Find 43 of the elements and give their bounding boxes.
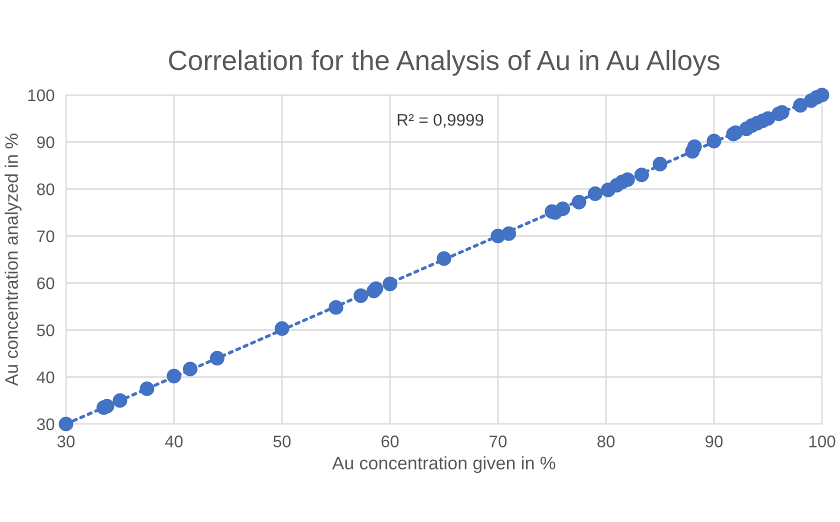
chart-title: Correlation for the Analysis of Au in Au Alloys: [169, 50, 720, 76]
point: [502, 226, 516, 241]
y-tick-label: 90: [37, 136, 54, 148]
y-tick-label: 60: [37, 277, 54, 290]
y-tick-label: 70: [37, 230, 54, 242]
y-tick-label: 50: [37, 324, 54, 336]
x-axis-title: Au concentration given in %: [332, 456, 556, 474]
point: [140, 381, 154, 396]
point: [182, 362, 198, 376]
point: [436, 251, 452, 266]
point: [793, 98, 808, 113]
x-tick-label: 60: [382, 436, 399, 448]
point: [556, 201, 570, 216]
point: [166, 368, 182, 384]
point: [814, 88, 830, 102]
point: [687, 139, 702, 154]
point: [354, 288, 368, 303]
x-tick-label: 100: [809, 436, 836, 448]
annotation: R² = 0,9999: [398, 114, 484, 128]
x-tick-label: 90: [706, 436, 723, 448]
point: [382, 276, 398, 292]
x-tick-label: 40: [165, 436, 183, 448]
point: [634, 168, 649, 182]
y-axis-title: Au concentration analyzed in %: [4, 134, 22, 386]
point: [274, 321, 290, 336]
point: [58, 416, 74, 432]
x-tick-label: 30: [57, 436, 75, 448]
point: [652, 156, 668, 172]
point: [706, 134, 722, 148]
y-tick-label: 40: [36, 371, 54, 384]
point: [572, 194, 586, 210]
x-tick-label: 50: [273, 436, 291, 448]
point: [210, 350, 224, 366]
point: [112, 393, 128, 408]
point: [620, 172, 635, 187]
point: [588, 186, 602, 201]
y-tick-label: 80: [37, 183, 54, 196]
x-tick-label: 70: [490, 436, 507, 448]
y-tick-label: 100: [28, 89, 54, 102]
point: [760, 111, 776, 126]
y-tick-label: 30: [36, 418, 54, 430]
point: [328, 300, 344, 315]
x-tick-label: 80: [597, 436, 615, 448]
